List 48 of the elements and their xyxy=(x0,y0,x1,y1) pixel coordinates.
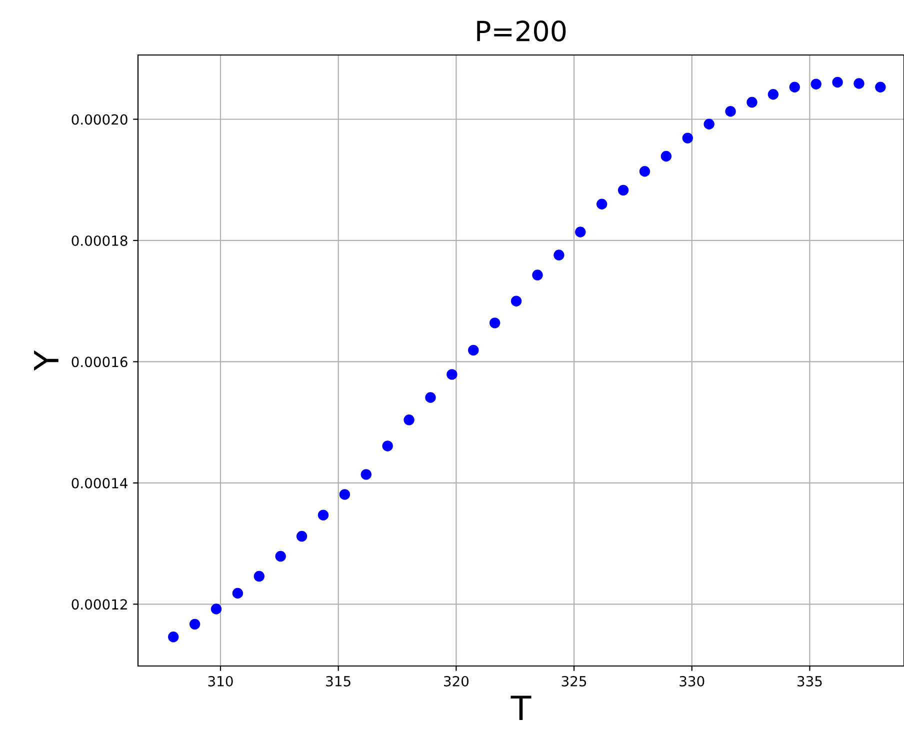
point xyxy=(832,76,843,88)
point xyxy=(510,296,522,306)
point xyxy=(660,150,672,162)
y-tick-label: 0.00016 xyxy=(72,356,128,368)
point xyxy=(446,369,458,380)
point xyxy=(404,414,414,426)
point xyxy=(296,530,308,542)
point xyxy=(554,250,564,260)
x-tick-label: 320 xyxy=(444,676,469,686)
point xyxy=(618,184,629,196)
point xyxy=(382,440,393,452)
point xyxy=(254,570,264,582)
y-tick-label: 0.00020 xyxy=(72,114,128,125)
point xyxy=(232,588,244,599)
point xyxy=(318,510,329,520)
y-tick-label: 0.00014 xyxy=(72,478,128,488)
point xyxy=(532,270,543,280)
y-tick-label: 0.00018 xyxy=(72,235,128,246)
point xyxy=(360,469,372,480)
x-tick-label: 310 xyxy=(208,676,233,686)
point xyxy=(575,226,586,238)
point xyxy=(725,106,736,117)
chart-title: P=200 xyxy=(477,20,566,42)
point xyxy=(189,618,200,630)
point xyxy=(468,344,479,356)
point xyxy=(275,550,286,562)
point xyxy=(854,78,864,89)
y-axis-title: Y xyxy=(34,350,58,371)
point xyxy=(746,96,758,108)
point xyxy=(210,604,222,614)
point xyxy=(639,166,650,177)
point xyxy=(789,82,800,92)
point xyxy=(425,392,436,403)
point xyxy=(768,89,779,100)
x-axis-title: T xyxy=(510,696,532,720)
point xyxy=(168,632,179,642)
x-tick-label: 335 xyxy=(798,676,822,686)
point xyxy=(682,132,693,144)
point xyxy=(810,78,822,90)
x-tick-label: 330 xyxy=(680,676,704,686)
point xyxy=(875,82,886,92)
x-tick-label: 325 xyxy=(562,676,586,686)
x-tick-label: 315 xyxy=(326,676,350,686)
point xyxy=(339,489,350,500)
point xyxy=(596,198,608,210)
point xyxy=(704,118,714,130)
point xyxy=(489,318,500,328)
y-tick-label: 0.00012 xyxy=(72,599,127,610)
